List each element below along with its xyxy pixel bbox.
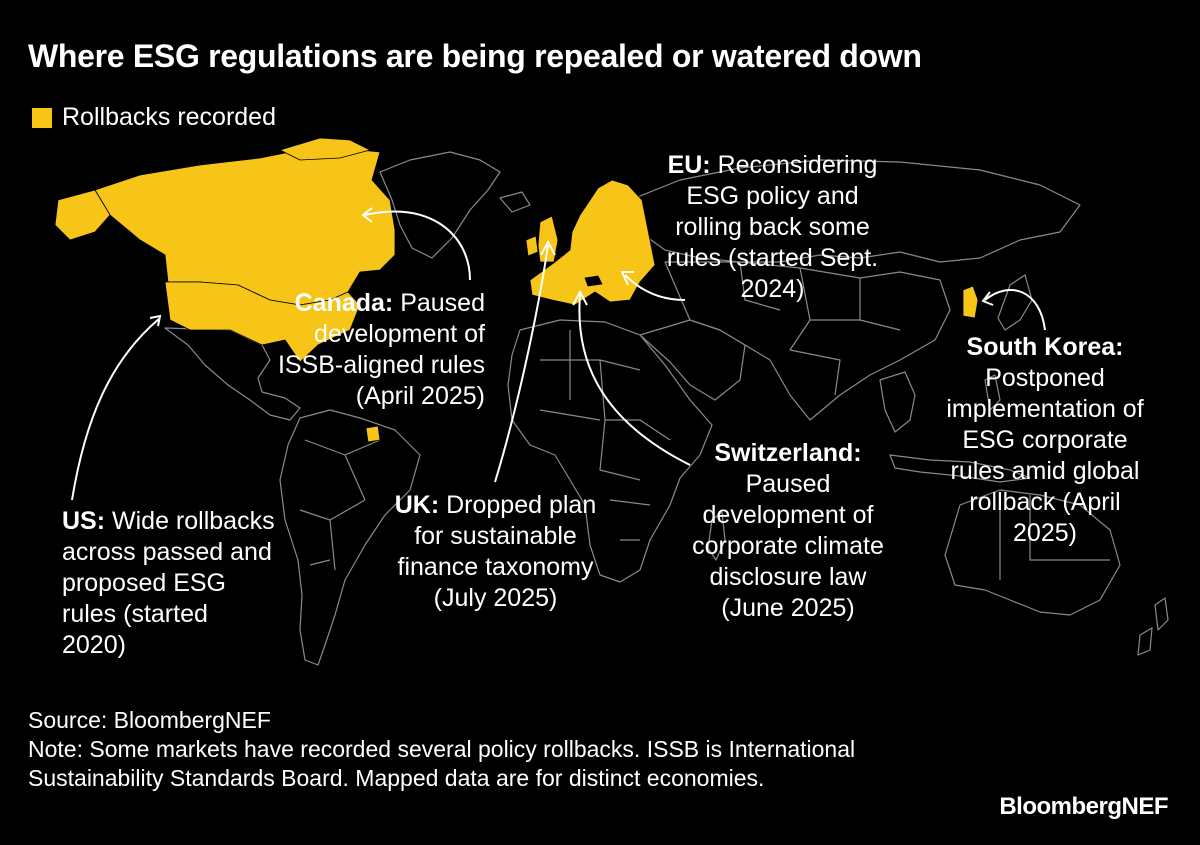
- mexico: [164, 327, 301, 421]
- annotation-south-korea-name: South Korea:: [966, 333, 1124, 361]
- annotation-uk-line4: (July 2025): [433, 584, 558, 612]
- annotation-uk: UK: Dropped plan for sustainable finance…: [378, 490, 613, 614]
- annotation-us-line4: rules (started: [62, 600, 208, 628]
- region-switzerland: [584, 275, 603, 287]
- region-guiana: [365, 425, 381, 443]
- legend-label: Rollbacks recorded: [62, 103, 276, 131]
- annotation-eu-line2: ESG policy and: [686, 182, 859, 210]
- australia: [944, 489, 1121, 616]
- annotation-us-name: US:: [62, 507, 106, 535]
- annotation-switzerland-line5: (June 2025): [721, 594, 855, 622]
- annotation-switzerland-line3: corporate climate: [692, 532, 884, 560]
- annotation-us: US: Wide rollbacks across passed and pro…: [62, 506, 312, 661]
- japan: [997, 274, 1033, 331]
- annotation-us-line1: Wide rollbacks: [112, 507, 275, 535]
- region-alaska: [54, 189, 111, 241]
- region-us: [164, 281, 361, 363]
- legend: Rollbacks recorded: [32, 103, 276, 132]
- annotation-uk-name: UK:: [394, 491, 440, 519]
- annotation-canada-line4: (April 2025): [355, 382, 485, 410]
- annotation-canada-line2: development of: [314, 320, 485, 348]
- annotation-eu-line5: 2024): [740, 275, 805, 303]
- region-canada: [94, 147, 396, 306]
- annotation-us-line2: across passed and: [62, 538, 272, 566]
- new-zealand: [1137, 597, 1169, 656]
- arrow-us: [71, 317, 161, 501]
- region-south-korea: [962, 285, 979, 319]
- se-asia: [879, 371, 916, 433]
- annotation-canada: Canada: Paused development of ISSB-align…: [255, 288, 485, 412]
- source-text: Source: BloombergNEF: [28, 707, 271, 733]
- annotation-eu-line1: Reconsidering: [717, 151, 878, 179]
- philippines: [984, 374, 1001, 411]
- indonesia: [889, 454, 1031, 483]
- arrow-south-korea: [984, 289, 1046, 331]
- annotation-eu-line3: rolling back some: [675, 213, 870, 241]
- annotation-south-korea-line3: ESG corporate: [962, 426, 1128, 454]
- legend-swatch: [32, 107, 52, 128]
- annotation-canada-line3: ISSB-aligned rules: [277, 351, 485, 379]
- region-uk: [537, 215, 559, 263]
- annotation-eu: EU: Reconsidering ESG policy and rolling…: [645, 150, 900, 305]
- region-ireland: [525, 235, 539, 257]
- footer-notes: Source: BloombergNEF Note: Some markets …: [28, 706, 858, 793]
- arrow-uk: [494, 244, 549, 483]
- annotation-south-korea-line1: Postponed: [985, 364, 1105, 392]
- arrow-canada: [364, 210, 471, 281]
- annotation-switzerland-line2: development of: [702, 501, 874, 529]
- south-america: [279, 409, 421, 666]
- annotation-switzerland: Switzerland: Paused development of corpo…: [668, 438, 908, 624]
- annotation-eu-line4: rules (started Sept.: [666, 244, 879, 272]
- greenland: [379, 151, 501, 259]
- annotation-uk-line1: Dropped plan: [446, 491, 597, 519]
- region-canada-islands: [279, 137, 371, 161]
- annotation-canada-name: Canada:: [294, 289, 394, 317]
- annotation-switzerland-line4: disclosure law: [709, 563, 867, 591]
- note-text: Note: Some markets have recorded several…: [28, 736, 856, 791]
- brand-logo: BloombergNEF: [999, 793, 1168, 820]
- annotation-south-korea-line5: rollback (April: [969, 488, 1121, 516]
- annotation-south-korea: South Korea: Postponed implementation of…: [925, 332, 1165, 549]
- arrow-switzerland: [578, 294, 691, 466]
- central-asia: [664, 261, 951, 421]
- madagascar: [707, 511, 726, 561]
- annotation-eu-name: EU:: [667, 151, 711, 179]
- annotation-south-korea-line6: 2025): [1013, 519, 1077, 547]
- annotation-switzerland-name: Switzerland:: [714, 439, 862, 467]
- russia: [629, 159, 1081, 263]
- africa: [507, 319, 713, 583]
- annotation-uk-line3: finance taxonomy: [397, 553, 594, 581]
- chart-title: Where ESG regulations are being repealed…: [28, 38, 922, 74]
- annotation-canada-line1: Paused: [400, 289, 485, 317]
- annotation-south-korea-line2: implementation of: [946, 395, 1144, 423]
- annotation-uk-line2: for sustainable: [414, 522, 577, 550]
- annotation-switzerland-line1: Paused: [745, 470, 831, 498]
- annotation-us-line5: 2020): [62, 631, 126, 659]
- annotation-south-korea-line4: rules amid global: [950, 457, 1140, 485]
- annotation-us-line3: proposed ESG: [62, 569, 226, 597]
- arrow-eu: [624, 274, 686, 301]
- iceland: [499, 191, 531, 213]
